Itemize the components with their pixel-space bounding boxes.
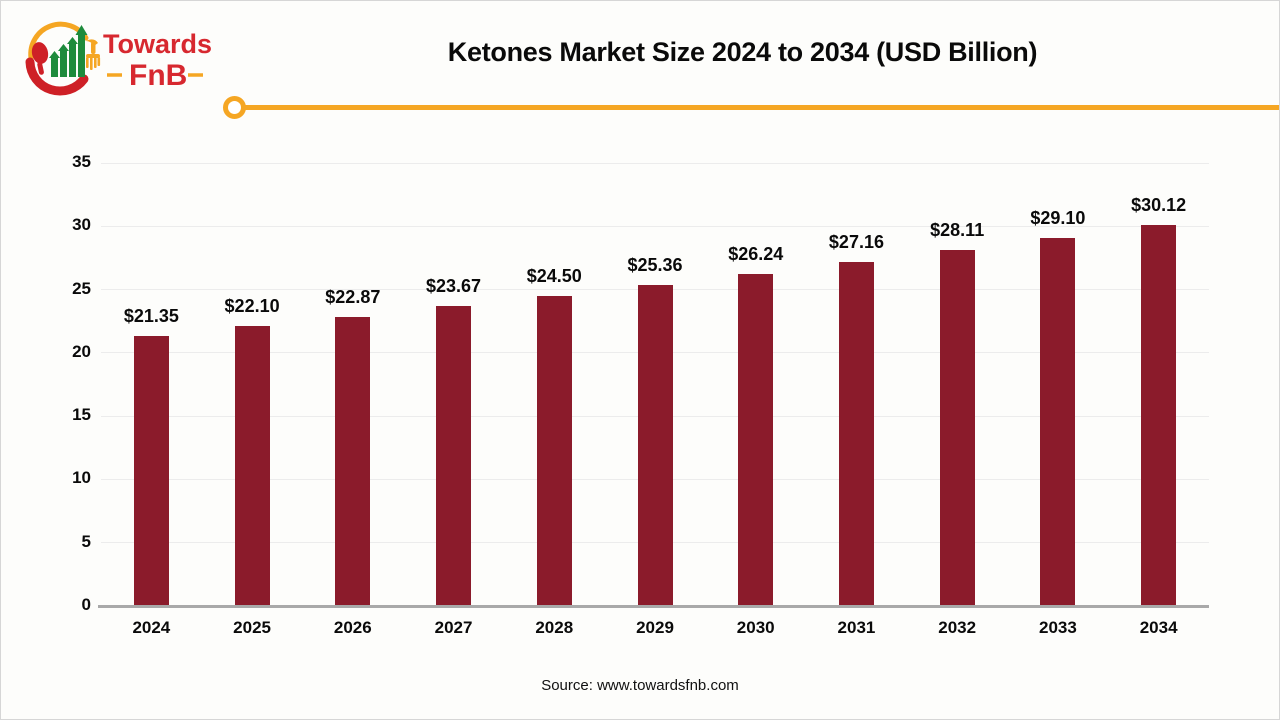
gridline-30 [101,225,1209,227]
bar-2034 [1141,224,1177,605]
x-tick-2027: 2027 [434,618,473,637]
y-tick-35: 35 [72,152,91,171]
spoon-icon [31,42,49,75]
y-tick-15: 15 [72,405,91,425]
growth-bars-icon [49,25,88,77]
fork-icon [86,39,101,70]
x-tick-2028: 2028 [535,618,574,637]
bar-2026 [335,316,371,605]
towards-fnb-logo: Towards FnB [23,11,218,101]
x-tick-2033: 2033 [1038,618,1077,637]
bar-value-2030: $26.24 [728,243,784,264]
bar-value-2034: $30.12 [1131,194,1187,215]
bar-2031 [838,262,874,605]
bar-2030 [738,273,774,605]
divider-line [244,105,1279,110]
logo-red-arc [25,57,89,96]
x-tick-2031: 2031 [837,618,876,637]
bar-value-2026: $22.87 [325,286,381,307]
bar-2029 [637,285,673,605]
x-tick-2026: 2026 [333,618,372,637]
bar-value-2028: $24.50 [526,265,582,286]
bar-2024 [133,335,169,605]
bar-value-2031: $27.16 [828,232,884,253]
bar-value-2024: $21.35 [123,305,179,326]
y-tick-10: 10 [72,468,91,488]
chart-title: Ketones Market Size 2024 to 2034 (USD Bi… [447,37,1038,67]
bar-2028 [536,295,572,605]
bar-2025 [234,326,270,605]
x-tick-2034: 2034 [1139,618,1178,637]
y-tick-5: 5 [81,531,91,551]
bar-value-2029: $25.36 [627,255,683,275]
x-axis-line [98,604,1209,608]
x-tick-2030: 2030 [736,618,775,637]
bar-2033 [1040,237,1076,605]
bar-value-2025: $22.10 [224,296,280,317]
gridline-35 [101,162,1209,164]
bar-2027 [436,306,472,605]
y-tick-20: 20 [72,341,91,361]
x-tick-2029: 2029 [636,618,674,637]
bar-value-2027: $23.67 [426,276,482,297]
bar-2032 [939,250,975,605]
bar-value-2032: $28.11 [930,220,985,241]
logo-text-fnb: FnB [129,59,187,92]
y-tick-0: 0 [81,595,91,614]
x-tick-2025: 2025 [233,618,271,637]
x-tick-2032: 2032 [938,618,977,637]
source-text: Source: www.towardsfnb.com [541,677,739,694]
y-tick-25: 25 [72,278,91,298]
bar-value-2033: $29.10 [1030,207,1086,228]
y-tick-30: 30 [72,215,91,235]
towards-fnb-logo-svg: Towards FnB [25,21,212,96]
x-tick-2024: 2024 [132,618,171,637]
logo-text-towards: Towards [103,29,212,59]
divider-dot-icon [223,96,246,119]
